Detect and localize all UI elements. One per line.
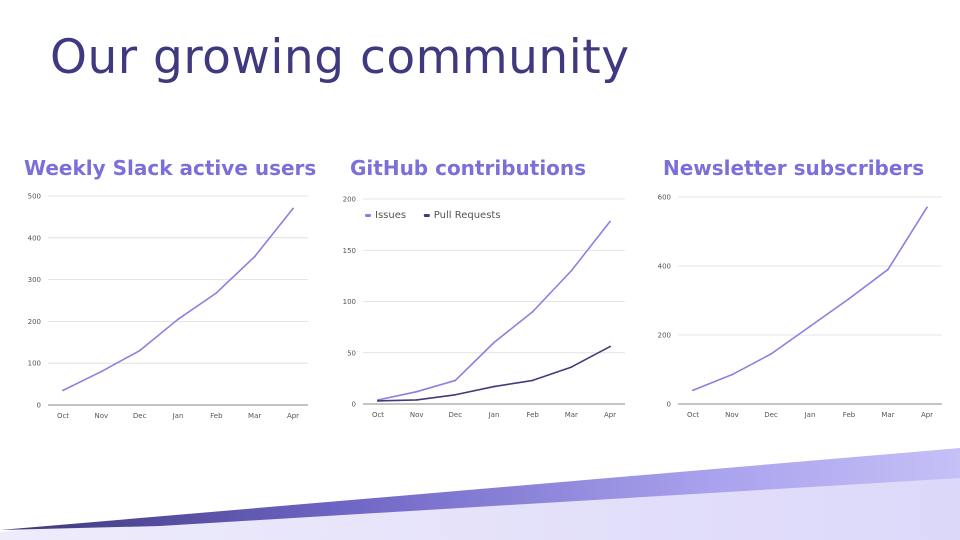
x-tick-label: Mar	[881, 411, 894, 419]
data-point	[609, 220, 611, 223]
legend-label: Issues	[375, 210, 406, 221]
data-point	[731, 373, 733, 376]
data-point	[493, 341, 495, 344]
data-point	[570, 269, 573, 272]
data-point	[454, 379, 457, 382]
data-point	[692, 389, 694, 392]
data-point	[253, 255, 256, 258]
data-point	[100, 370, 103, 373]
series-line-1	[692, 206, 928, 391]
y-tick-label: 50	[347, 349, 356, 357]
data-point	[415, 399, 418, 401]
x-tick-label: Dec	[449, 411, 463, 419]
chart-title-newsletter: Newsletter subscribers	[663, 156, 925, 180]
x-tick-label: Oct	[687, 411, 699, 419]
data-point	[138, 349, 141, 352]
y-tick-label: 200	[28, 318, 41, 326]
x-tick-label: Dec	[133, 412, 147, 420]
chart-title-github: GitHub contributions	[350, 156, 587, 180]
data-point	[531, 310, 534, 313]
slide-title: Our growing community	[50, 30, 630, 85]
x-tick-label: Mar	[565, 411, 578, 419]
y-tick-label: 500	[28, 193, 41, 201]
data-point	[609, 345, 611, 348]
y-tick-label: 600	[658, 194, 671, 202]
legend-swatch	[423, 214, 430, 217]
data-point	[415, 390, 418, 393]
x-tick-label: Jan	[804, 411, 816, 419]
x-tick-label: Apr	[921, 411, 933, 419]
data-point	[493, 385, 495, 388]
data-point	[570, 366, 573, 368]
y-tick-label: 100	[28, 360, 41, 368]
x-tick-label: Dec	[764, 411, 778, 419]
data-point	[809, 325, 811, 328]
x-tick-label: Apr	[604, 411, 616, 419]
y-tick-label: 0	[667, 401, 671, 409]
data-point	[62, 389, 64, 392]
x-tick-label: Nov	[725, 411, 739, 419]
data-point	[454, 393, 457, 396]
x-tick-label: Jan	[172, 412, 184, 420]
data-point	[887, 268, 889, 271]
data-point	[531, 379, 534, 382]
data-point	[177, 318, 179, 321]
x-tick-label: Feb	[843, 411, 856, 419]
x-tick-label: Mar	[248, 412, 261, 420]
series-line-issues	[377, 220, 611, 401]
x-tick-label: Feb	[210, 412, 223, 420]
x-tick-label: Feb	[526, 411, 539, 419]
data-point	[377, 400, 379, 402]
x-tick-label: Jan	[488, 411, 500, 419]
legend-label: Pull Requests	[434, 210, 501, 221]
chart-title-slack: Weekly Slack active users	[24, 156, 317, 180]
chart-github-contributions: 0 50 100 150 200 Oct Nov Dec Jan Feb Mar Apr Issues P…	[343, 196, 625, 419]
chart-newsletter-subscribers: 0 200 400 600 Oct Nov Dec Jan Feb Mar Apr	[658, 194, 942, 419]
y-tick-label: 400	[658, 263, 671, 271]
x-tick-label: Oct	[57, 412, 69, 420]
data-point	[926, 206, 928, 209]
x-tick-label: Nov	[94, 412, 108, 420]
y-tick-label: 200	[343, 196, 356, 204]
y-tick-label: 0	[37, 402, 41, 410]
y-tick-label: 400	[28, 234, 41, 242]
y-tick-label: 0	[352, 401, 356, 409]
x-tick-label: Oct	[372, 411, 384, 419]
y-tick-label: 150	[343, 247, 356, 255]
x-tick-label: Nov	[410, 411, 424, 419]
y-tick-label: 200	[658, 332, 671, 340]
y-tick-label: 100	[343, 298, 356, 306]
data-point	[848, 297, 850, 300]
chart-slack-users: 0 100 200 300 400 500 Oct Nov Dec Jan Feb Mar Apr	[28, 193, 308, 420]
legend-swatch	[365, 214, 371, 217]
data-point	[215, 292, 218, 294]
y-tick-label: 300	[28, 276, 41, 284]
x-tick-label: Apr	[287, 412, 299, 420]
data-point	[292, 207, 294, 210]
data-point	[770, 353, 772, 355]
